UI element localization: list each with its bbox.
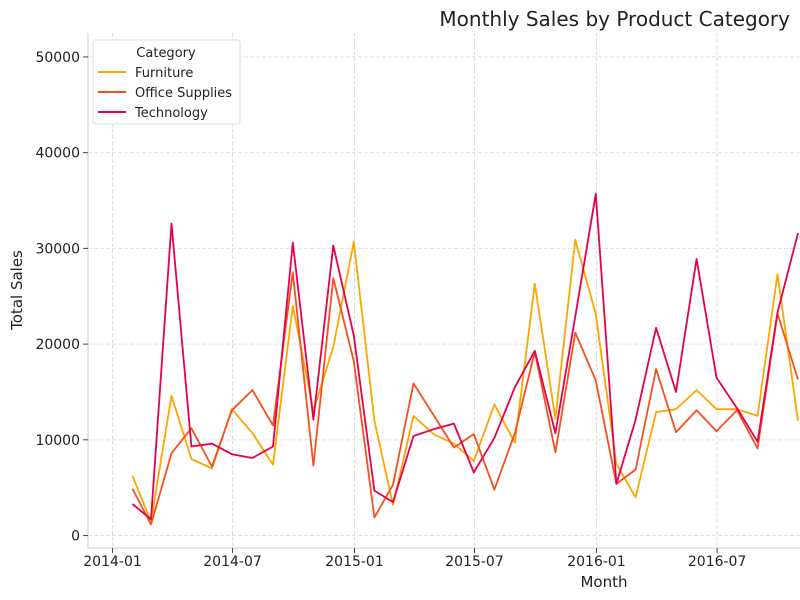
x-tick-label: 2014-01 — [83, 554, 142, 570]
series-lines — [131, 192, 799, 526]
legend-box — [92, 39, 241, 125]
x-tick-label: 2016-01 — [567, 554, 626, 570]
legend-entry: Furniture — [135, 66, 193, 81]
x-tick-label: 2016-07 — [688, 554, 747, 570]
axes: 0 10000 20000 30000 40000 50000 2014-01 2014-07… — [35, 33, 800, 570]
y-tick-label: 30000 — [35, 241, 80, 257]
legend-entry: Office Supplies — [135, 86, 232, 101]
legend-title: Category — [136, 46, 196, 61]
y-tick-label: 0 — [71, 529, 80, 545]
series-line-office-supplies — [131, 271, 799, 526]
x-axis-label: Month — [580, 573, 627, 591]
series-line-furniture — [131, 238, 799, 523]
x-tick-label: 2014-07 — [203, 554, 262, 570]
legend-entry: Technology — [134, 106, 208, 121]
legend: Category Furniture Office Supplies Technol… — [92, 39, 241, 125]
y-tick-label: 10000 — [35, 433, 80, 449]
chart-title: Monthly Sales by Product Category — [439, 7, 790, 31]
series-line-technology — [131, 192, 799, 521]
y-tick-label: 20000 — [35, 337, 80, 353]
y-tick-label: 50000 — [35, 50, 80, 66]
y-axis-label: Total Sales — [8, 250, 26, 331]
x-tick-label: 2015-01 — [325, 554, 384, 570]
y-tick-label: 40000 — [35, 146, 80, 162]
x-tick-label: 2015-07 — [445, 554, 504, 570]
